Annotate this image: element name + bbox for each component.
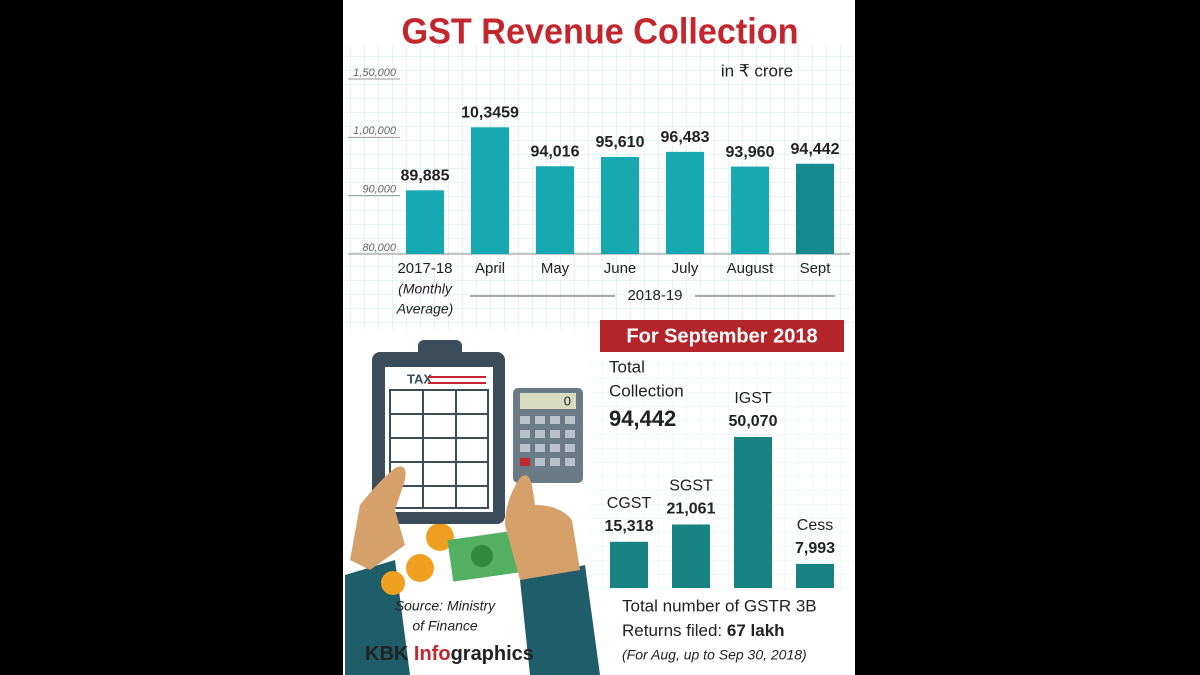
bar [734,437,772,588]
footnote: Returns filed: 67 lakh [622,621,785,640]
x-tick-label: May [541,260,570,277]
y-tick-label: 1,00,000 [353,125,397,137]
category-label: SGST [669,478,713,495]
brand-part: KBK [365,643,409,665]
value-label: 95,610 [596,134,645,151]
x-tick-label: August [727,260,775,277]
bar [796,163,834,254]
source: of Finance [412,618,478,634]
bar [536,166,574,254]
bar [796,563,834,588]
value-label: 21,061 [667,501,716,518]
total-value: 94,442 [609,406,676,431]
value-label: 50,070 [729,413,778,430]
bar [672,524,710,588]
y-tick-label: 90,000 [362,184,397,196]
footnote: Total number of GSTR 3B [622,596,817,615]
illustration-label: 0 [564,393,571,408]
x-tick-label: April [475,260,505,277]
y-tick-label: 1,50,000 [353,67,397,79]
value-label: 7,993 [795,540,835,557]
group-label: 2018-19 [627,287,682,304]
brand-part: graphics [451,643,534,665]
y-tick-label: 80,000 [362,242,397,254]
bar [666,151,704,254]
total-label: Total [609,357,645,376]
value-label: 89,885 [401,168,450,185]
brand-part: Info [414,643,451,665]
unit-label: in ₹ crore [721,61,793,80]
illustration: TAX 0 [345,340,600,675]
footnote-text: Returns filed: [622,621,722,640]
value-label: 93,960 [726,144,775,161]
section-header [600,320,844,352]
bar [471,127,509,254]
category-label: CGST [607,495,652,512]
bar [601,156,639,254]
section-title: For September 2018 [626,325,817,347]
value-label: 94,016 [531,143,580,160]
illustration-label: TAX [407,371,432,386]
chart-title: GST Revenue Collection [402,11,799,52]
category-label: Cess [797,517,833,534]
bar [610,541,648,588]
x-tick-label: Sept [800,260,832,277]
value-label: 15,318 [605,518,654,535]
bar [731,166,769,254]
x-tick-label: June [604,260,637,277]
footnote-period: (For Aug, up to Sep 30, 2018) [622,647,807,663]
value-label: 10,3459 [461,105,519,122]
category-note: (Monthly [398,281,453,297]
value-label: 96,483 [661,129,710,146]
bar [406,190,444,254]
x-tick-label: 2017-18 [397,260,452,277]
value-label: 94,442 [791,141,840,158]
brand: KBK Infographics [365,643,534,665]
footnote-count: 67 lakh [727,621,785,640]
x-tick-label: July [672,260,699,277]
total-label: Collection [609,381,684,400]
category-label: IGST [734,390,772,407]
category-note: Average) [396,301,454,317]
source: Source: Ministry [395,598,496,614]
